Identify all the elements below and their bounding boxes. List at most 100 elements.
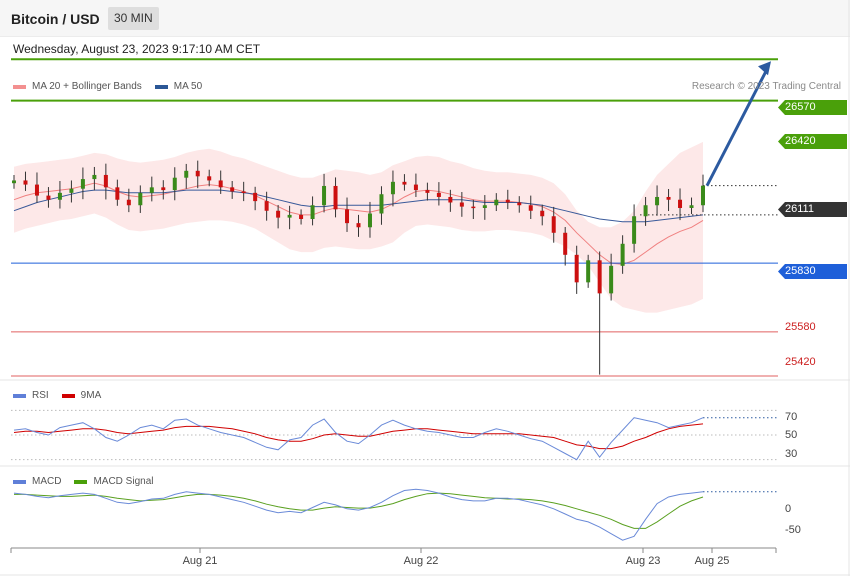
resistance-2-label: 26570: [778, 100, 847, 115]
bullish-candle: [390, 181, 395, 195]
bullish-candle: [586, 260, 591, 283]
bearish-candle: [459, 202, 464, 207]
chart-credit: Research © 2023 Trading Central: [691, 81, 841, 92]
bullish-candle: [80, 179, 85, 189]
bearish-candle: [574, 254, 579, 283]
x-tick-aug25: Aug 25: [694, 555, 730, 567]
bullish-candle: [494, 199, 499, 206]
bearish-candle: [413, 184, 418, 191]
support-3-label: 25420: [785, 356, 816, 368]
rsi-ma-legend-swatch: [61, 393, 75, 398]
bearish-candle: [299, 214, 304, 220]
bullish-candle: [367, 213, 372, 228]
support-2-label: 25580: [785, 321, 816, 333]
bearish-candle: [253, 192, 258, 202]
bullish-candle: [322, 185, 327, 206]
bullish-candle: [632, 216, 637, 244]
instrument-title: Bitcoin / USD: [11, 11, 100, 27]
bullish-candle: [379, 194, 384, 214]
rsi-line: [13, 417, 704, 461]
bullish-candle: [310, 205, 315, 220]
macd-legend: MACD MACD Signal: [13, 476, 153, 487]
bearish-candle: [678, 199, 683, 208]
bullish-candle: [609, 265, 614, 294]
bullish-candle: [149, 187, 154, 193]
rsi-legend-swatch: [13, 393, 26, 398]
rsi-ma-line: [13, 423, 704, 450]
macd-line: [13, 488, 704, 541]
bearish-candle: [126, 199, 131, 206]
bearish-candle: [333, 185, 338, 210]
rsi-tick-70: 70: [785, 411, 798, 423]
bearish-candle: [103, 174, 108, 188]
bearish-candle: [540, 210, 545, 217]
rsi-legend: RSI 9MA: [13, 390, 101, 401]
macd-legend-label: MACD: [32, 476, 62, 487]
bearish-candle: [563, 232, 568, 255]
bullish-candle: [92, 174, 97, 180]
bullish-candle: [69, 188, 74, 193]
bearish-candle: [230, 187, 235, 192]
target-arrow-head: [758, 61, 771, 76]
bearish-candle: [276, 210, 281, 218]
rsi-tick-50: 50: [785, 429, 798, 441]
bearish-candle: [356, 223, 361, 228]
bullish-candle: [172, 177, 177, 191]
x-tick-aug23: Aug 23: [625, 555, 661, 567]
macd-signal-line: [14, 492, 704, 529]
bearish-candle: [218, 180, 223, 188]
macd-legend-swatch: [13, 479, 26, 484]
current-price-label: 26111: [778, 202, 847, 217]
ma50-legend-swatch: [154, 84, 168, 89]
bearish-candle: [666, 196, 671, 200]
price-panel: [11, 58, 778, 377]
bullish-candle: [655, 196, 660, 206]
ma20-legend-swatch: [13, 84, 26, 89]
bearish-candle: [551, 216, 556, 233]
chart-datetime: Wednesday, August 23, 2023 9:17:10 AM CE…: [13, 42, 261, 56]
x-tick-aug21: Aug 21: [182, 555, 218, 567]
bearish-candle: [471, 206, 476, 209]
price-legend: MA 20 + Bollinger Bands MA 50: [13, 81, 202, 92]
x-axis: [10, 547, 777, 553]
bearish-candle: [161, 187, 166, 191]
bearish-candle: [241, 191, 246, 193]
bullish-candle: [287, 214, 292, 218]
bullish-candle: [701, 185, 705, 206]
ma20-legend-label: MA 20 + Bollinger Bands: [32, 81, 142, 92]
bearish-candle: [597, 260, 602, 294]
timeframe-badge[interactable]: 30 MIN: [108, 7, 159, 30]
support-1-label: 25830: [778, 264, 847, 279]
bearish-candle: [115, 187, 120, 200]
bullish-candle: [643, 205, 648, 217]
chart-header: Bitcoin / USD 30 MIN: [0, 0, 850, 37]
ma50-legend-label: MA 50: [173, 81, 203, 92]
bearish-candle: [528, 205, 533, 211]
rsi-legend-label: RSI: [32, 390, 49, 401]
macd-panel: [13, 488, 778, 541]
macd-signal-legend-swatch: [74, 479, 88, 484]
rsi-tick-30: 30: [785, 448, 798, 460]
bullish-candle: [482, 205, 487, 208]
bearish-candle: [34, 184, 39, 196]
macd-tick-0: 0: [785, 503, 792, 515]
bearish-candle: [46, 195, 51, 200]
rsi-ma-legend-label: 9MA: [80, 390, 102, 401]
bearish-candle: [505, 199, 510, 203]
macd-tick-minus50: -50: [785, 524, 801, 536]
bearish-candle: [23, 180, 28, 185]
bullish-candle: [12, 180, 16, 184]
bearish-candle: [517, 202, 522, 206]
bearish-candle: [436, 192, 441, 197]
bearish-candle: [448, 196, 453, 203]
resistance-1-label: 26420: [778, 134, 847, 149]
bullish-candle: [620, 243, 625, 266]
bearish-candle: [264, 201, 269, 211]
x-tick-aug22: Aug 22: [403, 555, 439, 567]
bearish-candle: [345, 209, 350, 224]
bullish-candle: [57, 192, 62, 200]
macd-signal-legend-label: MACD Signal: [93, 476, 154, 487]
bearish-candle: [207, 176, 212, 181]
bearish-candle: [195, 170, 200, 177]
